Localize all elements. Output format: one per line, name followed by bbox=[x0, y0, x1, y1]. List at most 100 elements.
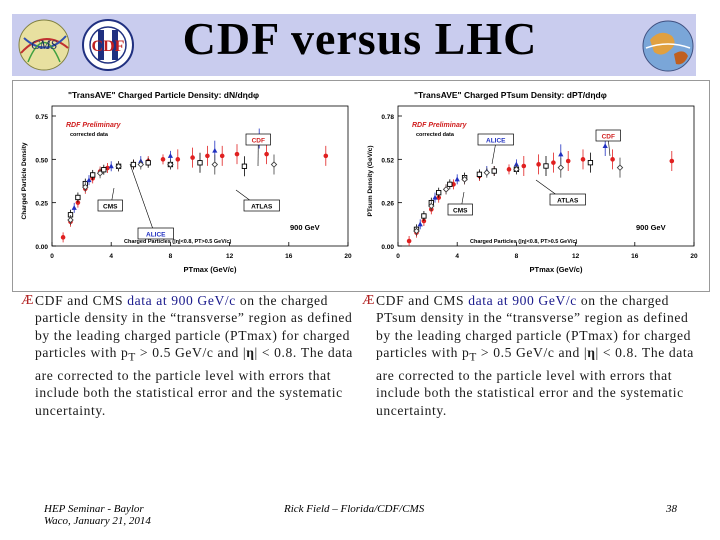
data-point bbox=[669, 158, 675, 164]
data-point bbox=[175, 157, 181, 162]
data-point bbox=[241, 163, 248, 169]
data-point bbox=[454, 176, 460, 182]
series-label-box bbox=[97, 199, 123, 212]
data-point bbox=[483, 169, 491, 176]
data-point bbox=[212, 147, 218, 153]
data-point bbox=[82, 183, 89, 191]
bullet-right-body: on the charged PTsum density in the “tra… bbox=[376, 293, 692, 360]
data-point bbox=[75, 200, 81, 205]
series-label-cms: CMS bbox=[453, 208, 468, 215]
data-point bbox=[506, 167, 512, 172]
x-tick-label: 12 bbox=[572, 253, 580, 260]
data-point bbox=[86, 177, 92, 183]
series-label-box bbox=[447, 203, 473, 216]
data-point bbox=[130, 161, 137, 168]
chart-left: "TransAVE" Charged Particle Density: dN/… bbox=[21, 90, 352, 274]
globe-logo bbox=[642, 20, 694, 72]
x-tick-label: 0 bbox=[396, 253, 400, 260]
page-number: 38 bbox=[666, 503, 677, 515]
bullet-right-tail: | < 0.8. The data are corrected to the p… bbox=[376, 344, 694, 418]
data-point bbox=[190, 155, 195, 160]
data-point bbox=[60, 235, 66, 240]
bullet-left-energy: data at 900 GeV/c bbox=[127, 293, 236, 308]
data-point bbox=[137, 161, 145, 168]
bullet-left-lead: CDF and CMS bbox=[35, 293, 128, 308]
data-point bbox=[167, 161, 174, 168]
plot-area bbox=[51, 105, 349, 247]
y-tick-label: 0.25 bbox=[35, 201, 48, 208]
bullet-left-eta: η bbox=[246, 344, 255, 360]
bullet-right-energy: data at 900 GeV/c bbox=[468, 293, 577, 308]
prelim-label: RDF Preliminary bbox=[412, 122, 468, 129]
energy-label: 900 GeV bbox=[636, 223, 666, 232]
cms-logo-text: CMS bbox=[31, 37, 58, 52]
bullet-right-cut: > 0.5 GeV/c and | bbox=[476, 344, 588, 360]
cdf-logo: CDF bbox=[82, 19, 134, 71]
y-tick-label: 0.78 bbox=[381, 114, 394, 121]
data-point bbox=[428, 202, 435, 210]
data-point bbox=[417, 221, 423, 227]
footer-venue: HEP Seminar - Baylor Waco, January 21, 2… bbox=[44, 503, 151, 527]
bullet-left-sub: T bbox=[128, 351, 136, 364]
data-point bbox=[551, 160, 556, 165]
page-title: CDF versus LHC bbox=[182, 13, 538, 64]
series-label-box bbox=[245, 133, 271, 146]
bullet-right-eta: η bbox=[587, 344, 596, 360]
arrow-bullet-icon: Æ bbox=[362, 293, 376, 308]
data-point bbox=[234, 151, 240, 157]
footer-venue-line1: HEP Seminar - Baylor bbox=[44, 503, 144, 515]
footer-author: Rick Field – Florida/CDF/CMS bbox=[284, 503, 425, 515]
x-tick-label: 0 bbox=[50, 253, 54, 260]
data-point bbox=[115, 163, 122, 170]
cms-logo: CMS bbox=[18, 19, 70, 71]
data-point bbox=[90, 172, 96, 178]
data-point bbox=[108, 163, 114, 169]
y-axis-label: PTsum Density (GeV/c) bbox=[367, 145, 374, 216]
data-point bbox=[491, 168, 497, 174]
series-label-box bbox=[549, 193, 586, 206]
data-point bbox=[75, 194, 81, 201]
chart-header: "TransAVE" Charged Particle Density: dN/… bbox=[68, 90, 259, 100]
prelim-label: RDF Preliminary bbox=[66, 122, 122, 129]
data-point bbox=[101, 167, 107, 173]
data-point bbox=[543, 163, 549, 169]
series-label-atlas: ATLAS bbox=[251, 204, 273, 211]
data-point bbox=[421, 213, 427, 219]
data-point bbox=[96, 169, 104, 177]
label-pointer bbox=[491, 142, 497, 165]
y-axis-label: Charged Particle Density bbox=[21, 142, 28, 219]
y-tick-label: 0.52 bbox=[381, 157, 394, 164]
data-point bbox=[513, 166, 520, 173]
data-point bbox=[580, 157, 586, 162]
data-point bbox=[557, 164, 565, 171]
prelim-sublabel: corrected data bbox=[70, 132, 109, 138]
data-point bbox=[219, 153, 225, 159]
cuts-label: Charged Particles (|η|<0.8, PT>0.5 GeV/c… bbox=[124, 239, 231, 245]
series-label-box bbox=[595, 129, 621, 142]
x-tick-label: 8 bbox=[169, 253, 173, 260]
series-label-alice: ALICE bbox=[146, 232, 166, 239]
data-point bbox=[513, 161, 519, 167]
data-point bbox=[167, 153, 173, 158]
bullet-right: Æ CDF and CMS data at 900 GeV/c on the c… bbox=[362, 292, 696, 419]
data-point bbox=[536, 162, 541, 167]
data-point bbox=[211, 161, 219, 168]
x-tick-label: 12 bbox=[226, 253, 234, 260]
energy-label: 900 GeV bbox=[290, 223, 320, 232]
data-point bbox=[442, 186, 450, 193]
cdf-logo-text: CDF bbox=[92, 38, 125, 55]
series-label-cms: CMS bbox=[103, 204, 118, 211]
footer-venue-line2: Waco, January 21, 2014 bbox=[44, 515, 151, 527]
data-point bbox=[521, 163, 527, 169]
bullet-left: Æ CDF and CMS data at 900 GeV/c on the c… bbox=[21, 292, 355, 419]
data-point bbox=[476, 171, 483, 177]
data-point bbox=[270, 161, 278, 168]
series-label-box bbox=[137, 227, 174, 240]
data-point bbox=[587, 160, 594, 166]
bullet-right-lead: CDF and CMS bbox=[376, 293, 469, 308]
arrow-bullet-icon: Æ bbox=[21, 293, 35, 308]
data-point bbox=[71, 205, 77, 210]
series-label-box bbox=[243, 199, 280, 212]
y-tick-label: 0.00 bbox=[381, 244, 394, 251]
data-point bbox=[602, 143, 608, 148]
